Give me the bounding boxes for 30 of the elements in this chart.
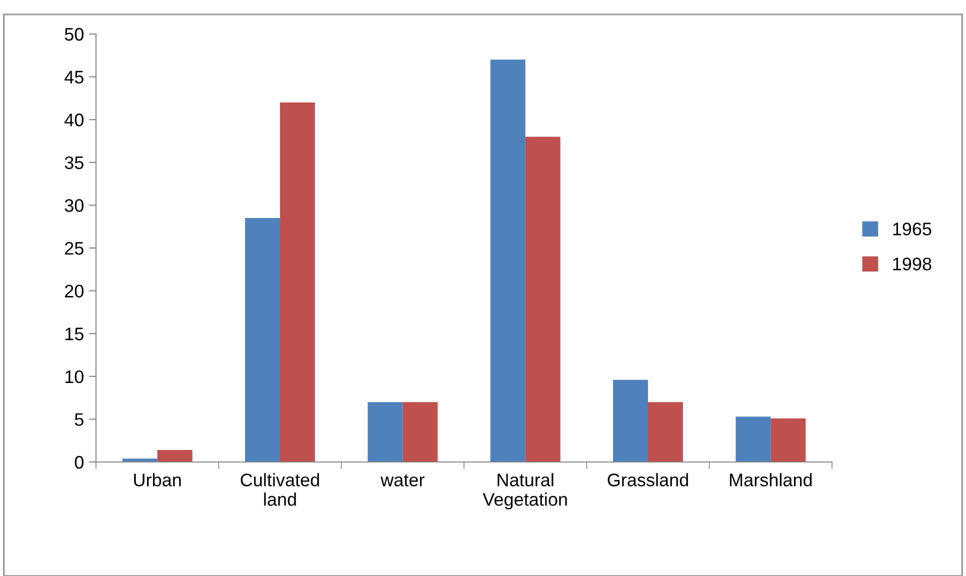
bar [648, 402, 683, 462]
y-tick-label: 5 [74, 413, 84, 426]
x-tick-label: water [380, 474, 424, 486]
x-tick-label: Grassland [608, 473, 688, 486]
bar [402, 402, 438, 462]
y-tick-label: 0 [74, 456, 84, 469]
x-tick-label: Marshland [730, 473, 812, 486]
y-tick-label: 20 [65, 284, 84, 298]
bar [770, 418, 806, 462]
bar [280, 102, 315, 462]
bar [736, 416, 771, 462]
y-tick-label: 50 [64, 28, 84, 41]
bar [490, 60, 526, 462]
x-tick-label: Urban [134, 473, 181, 486]
x-tick-label: Cultivated land [240, 473, 319, 506]
legend-label: 1965 [893, 222, 932, 236]
y-tick-label: 25 [65, 242, 84, 255]
bar [525, 136, 560, 462]
bar [613, 380, 648, 462]
bar [157, 450, 192, 462]
bar [245, 218, 280, 462]
y-tick-label: 15 [65, 328, 84, 340]
y-tick-label: 30 [64, 199, 84, 212]
x-tick-label: Natural Vegetation [482, 473, 567, 510]
legend-label: 1998 [893, 258, 932, 270]
bar [368, 402, 403, 462]
y-tick-label: 45 [64, 70, 84, 84]
y-tick-label: 35 [64, 156, 84, 170]
y-tick-label: 40 [64, 114, 84, 126]
y-tick-label: 10 [65, 370, 84, 384]
